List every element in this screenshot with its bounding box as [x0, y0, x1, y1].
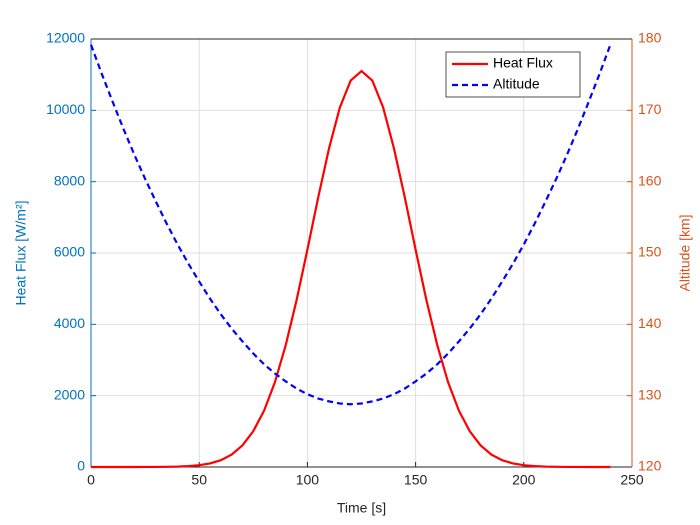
legend-label: Heat Flux — [493, 55, 553, 71]
y2-tick-label: 130 — [638, 386, 662, 402]
y2-tick-label: 120 — [638, 458, 662, 474]
y2-axis-label: Altitude [km] — [677, 214, 693, 291]
legend-box — [445, 51, 581, 98]
y-tick-label: 4000 — [54, 315, 85, 331]
x-tick-label: 0 — [87, 472, 95, 488]
y-axis-label: Heat Flux [W/m²] — [13, 200, 29, 305]
y2-tick-label: 170 — [638, 101, 662, 117]
y-tick-label: 2000 — [54, 386, 85, 402]
y-tick-label: 8000 — [54, 172, 85, 188]
y-tick-label: 10000 — [46, 101, 85, 117]
y-tick-label: 0 — [77, 458, 85, 474]
y2-tick-label: 160 — [638, 172, 662, 188]
series-line — [89, 44, 612, 406]
x-tick-label: 50 — [191, 472, 207, 488]
y2-tick-label: 150 — [638, 244, 662, 260]
x-tick-label: 200 — [512, 472, 536, 488]
x-tick-label: 100 — [296, 472, 320, 488]
legend-label: Altitude — [493, 76, 540, 92]
x-tick-label: 250 — [620, 472, 644, 488]
y2-tick-label: 180 — [638, 30, 662, 46]
x-axis-label: Time [s] — [337, 500, 386, 516]
y-tick-label: 6000 — [54, 244, 85, 260]
series-line — [91, 69, 611, 469]
y2-tick-label: 140 — [638, 315, 662, 331]
y-tick-label: 12000 — [46, 30, 85, 46]
x-tick-label: 150 — [404, 472, 428, 488]
